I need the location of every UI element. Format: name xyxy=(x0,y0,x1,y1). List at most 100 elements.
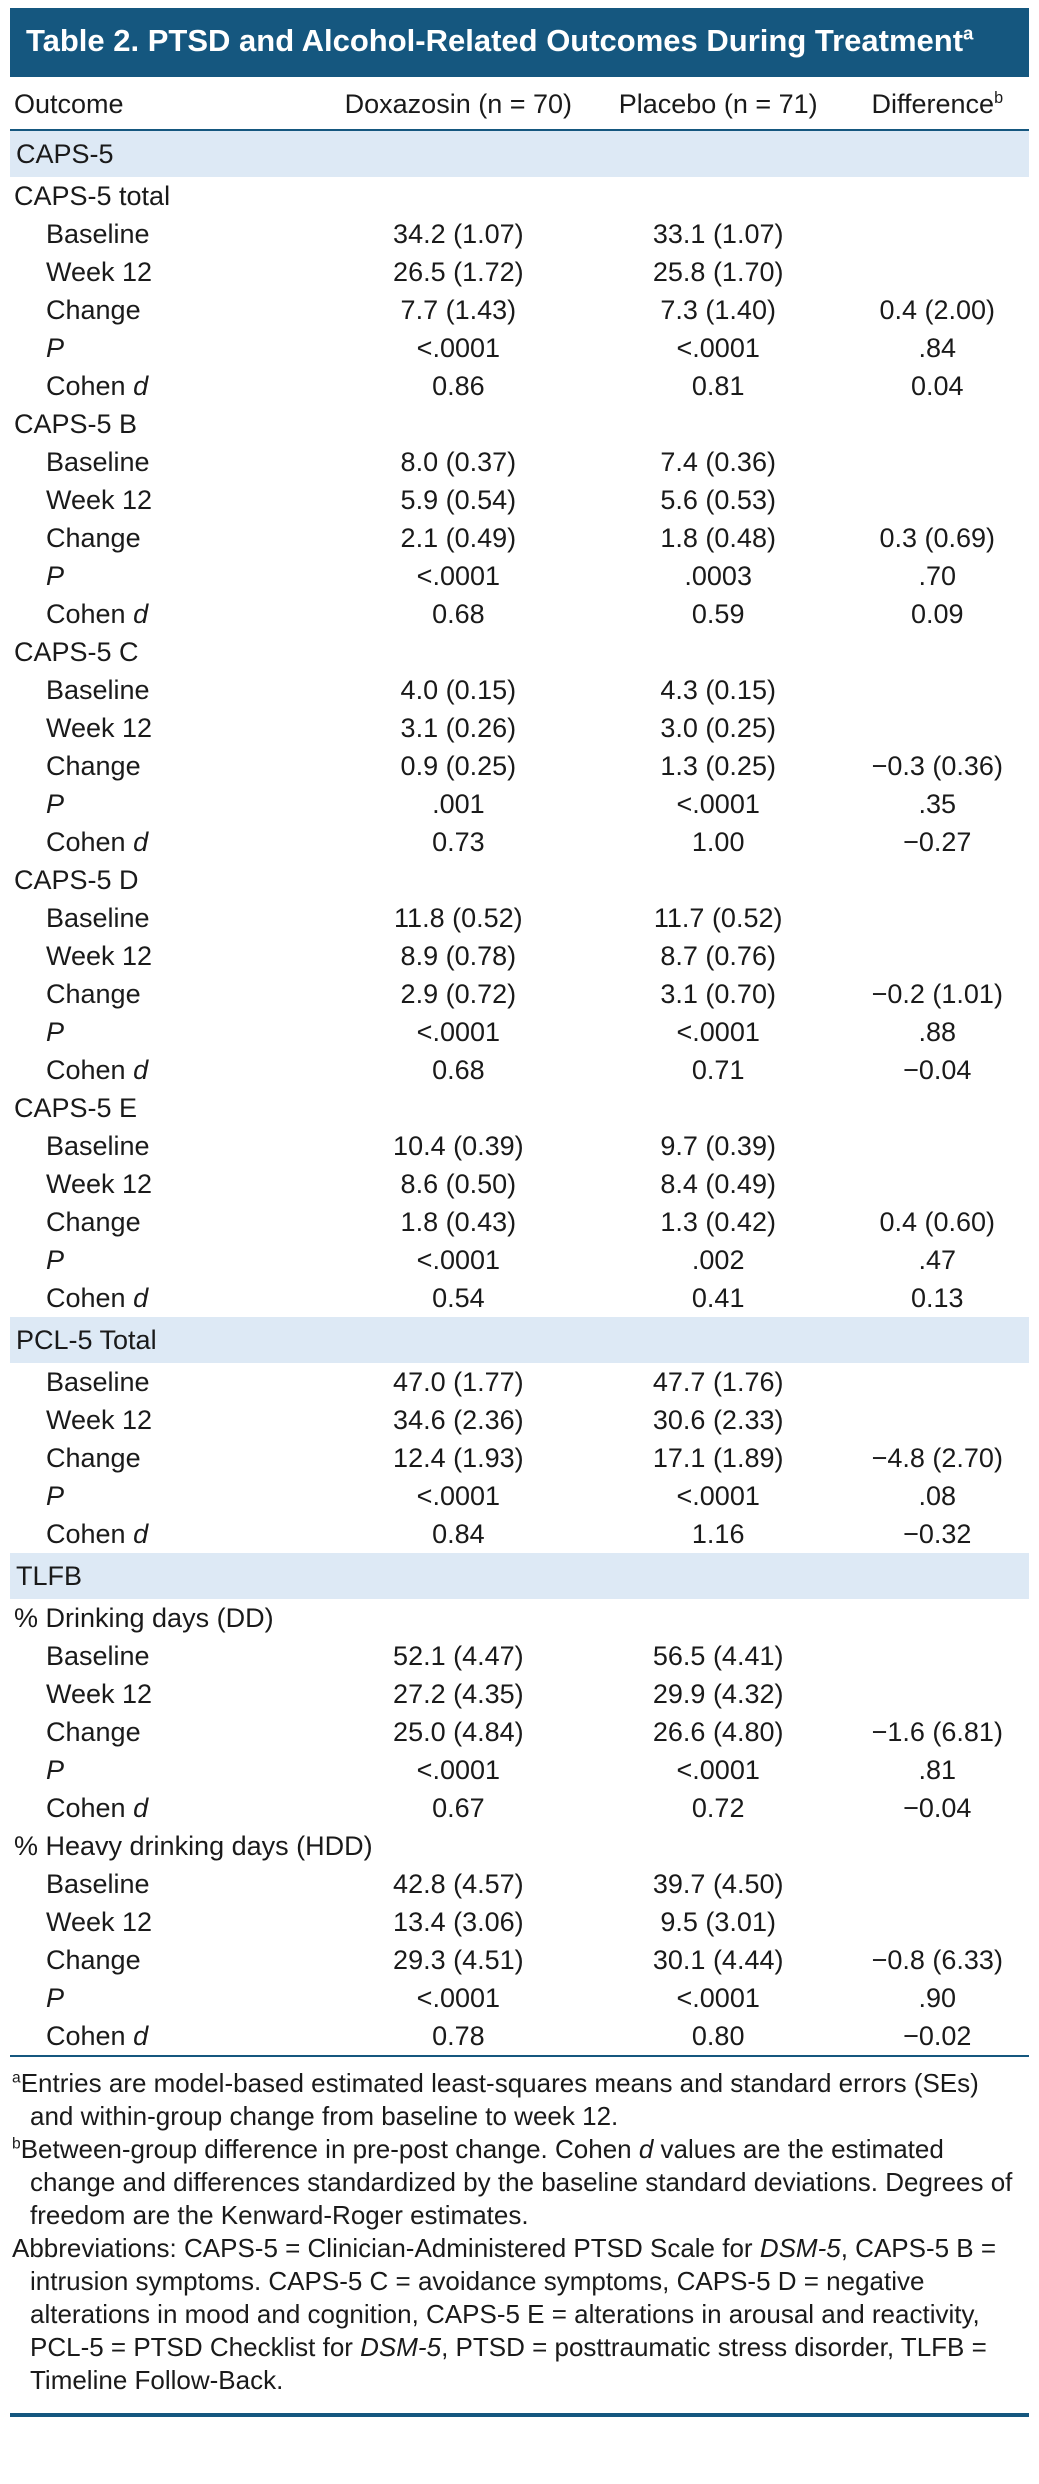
table-row: Change 2.9 (0.72) 3.1 (0.70) −0.2 (1.01) xyxy=(10,975,1029,1013)
table-row: Change 2.1 (0.49) 1.8 (0.48) 0.3 (0.69) xyxy=(10,519,1029,557)
placebo-value: <.0001 xyxy=(676,1016,760,1047)
doxazosin-value: 34.6 (2.36) xyxy=(393,1404,524,1435)
table-row: Week 12 5.9 (0.54) 5.6 (0.53) xyxy=(10,481,1029,519)
placebo-value: 7.4 (0.36) xyxy=(660,446,776,477)
doxazosin-value: 0.84 xyxy=(432,1518,485,1549)
difference-value xyxy=(846,1637,1029,1675)
table-row: Week 12 3.1 (0.26) 3.0 (0.25) xyxy=(10,709,1029,747)
group-label: % Drinking days (DD) xyxy=(14,1602,274,1633)
placebo-value: 0.81 xyxy=(691,370,745,401)
row-label-italic: d xyxy=(133,1518,149,1549)
table-row: P <.0001 <.0001 .84 xyxy=(10,329,1029,367)
table-row: P .001 <.0001 .35 xyxy=(10,785,1029,823)
row-label-italic: P xyxy=(46,1754,65,1785)
table-row: Cohen d 0.68 0.59 0.09 xyxy=(10,595,1029,633)
row-label: Week 12 xyxy=(46,1404,153,1435)
difference-value xyxy=(846,253,1029,291)
row-label: Cohen d xyxy=(46,1792,149,1823)
section-header-label: CAPS-5 xyxy=(10,129,1029,177)
placebo-value: <.0001 xyxy=(676,1982,760,2013)
difference-value: 0.3 (0.69) xyxy=(879,522,996,553)
row-label: Change xyxy=(46,294,141,325)
table-row: Cohen d 0.86 0.81 0.04 xyxy=(10,367,1029,405)
placebo-value: 29.9 (4.32) xyxy=(652,1678,784,1709)
doxazosin-value: <.0001 xyxy=(416,1754,501,1785)
row-label-italic: P xyxy=(46,1982,65,2013)
placebo-value: 30.1 (4.44) xyxy=(652,1944,784,1975)
difference-value xyxy=(846,1165,1029,1203)
placebo-value: 30.6 (2.33) xyxy=(652,1404,784,1435)
row-label: Baseline xyxy=(46,218,150,249)
col-header-difference: Differenceb xyxy=(845,76,1029,131)
footnote-text: , PTSD = posttraumatic stress disorder, … xyxy=(30,2331,987,2395)
group-label-row: % Heavy drinking days (HDD) xyxy=(10,1827,1029,1865)
doxazosin-value: 0.68 xyxy=(432,598,485,629)
row-label: Change xyxy=(46,1944,141,1975)
row-label: P xyxy=(10,1979,326,2017)
group-label-row: CAPS-5 total xyxy=(10,177,1029,215)
footnotes: aEntries are model-based estimated least… xyxy=(10,2054,1029,2417)
row-label: Cohen d xyxy=(46,1282,149,1313)
placebo-value: 17.1 (1.89) xyxy=(652,1442,784,1473)
difference-value: 0.04 xyxy=(911,370,964,401)
table-row: Baseline 8.0 (0.37) 7.4 (0.36) xyxy=(10,443,1029,481)
placebo-value: 9.7 (0.39) xyxy=(660,1130,776,1161)
doxazosin-value: 4.0 (0.15) xyxy=(400,674,517,705)
row-label: Cohen d xyxy=(46,598,149,629)
section-header-label: TLFB xyxy=(10,1552,1029,1599)
row-label: Week 12 xyxy=(46,1906,153,1937)
table-title-banner: Table 2. PTSD and Alcohol-Related Outcom… xyxy=(10,8,1029,77)
footnote-text: Abbreviations: CAPS-5 = Clinician-Admini… xyxy=(12,2232,760,2263)
placebo-value: 3.0 (0.25) xyxy=(660,712,776,743)
table-row: Week 12 13.4 (3.06) 9.5 (3.01) xyxy=(10,1903,1029,1941)
difference-value: 0.4 (2.00) xyxy=(879,294,996,325)
group-label: CAPS-5 C xyxy=(14,636,139,667)
placebo-value: .0003 xyxy=(684,560,752,591)
col-header-placebo: Placebo (n = 71) xyxy=(590,76,846,131)
doxazosin-value: 3.1 (0.26) xyxy=(400,712,517,743)
col-header-difference-label: Difference xyxy=(871,88,995,119)
footnote: aEntries are model-based estimated least… xyxy=(12,2067,1027,2133)
doxazosin-value: <.0001 xyxy=(416,1016,501,1047)
doxazosin-value: 11.8 (0.52) xyxy=(394,902,523,933)
table-row: Baseline 11.8 (0.52) 11.7 (0.52) xyxy=(10,899,1029,937)
table-title: Table 2. PTSD and Alcohol-Related Outcom… xyxy=(26,23,964,58)
placebo-value: 0.71 xyxy=(691,1054,745,1085)
row-label-italic: P xyxy=(46,1016,65,1047)
row-label: Change xyxy=(46,1206,141,1237)
difference-value: .88 xyxy=(918,1016,957,1047)
footnote-text-italic: DSM-5 xyxy=(759,2232,841,2263)
table-row: P <.0001 .002 .47 xyxy=(10,1241,1029,1279)
doxazosin-value: 0.54 xyxy=(432,1282,485,1313)
doxazosin-value: <.0001 xyxy=(416,560,501,591)
table-row: Cohen d 0.84 1.16 −0.32 xyxy=(10,1515,1029,1553)
row-label-italic: d xyxy=(133,598,149,629)
table-row: P <.0001 <.0001 .90 xyxy=(10,1979,1029,2017)
row-label-italic: d xyxy=(133,2020,149,2051)
difference-value xyxy=(846,899,1029,937)
table-row: P <.0001 <.0001 .88 xyxy=(10,1013,1029,1051)
row-label: Baseline xyxy=(46,1366,150,1397)
doxazosin-value: 8.0 (0.37) xyxy=(400,446,517,477)
footnote-text: , CAPS-5 B = intrusion symptoms. CAPS-5 … xyxy=(30,2232,997,2362)
footnote-text-italic: d xyxy=(638,2133,654,2164)
table-row: Week 12 34.6 (2.36) 30.6 (2.33) xyxy=(10,1401,1029,1439)
col-header-outcome: Outcome xyxy=(10,76,326,131)
difference-value xyxy=(846,671,1029,709)
doxazosin-value: 0.67 xyxy=(432,1792,485,1823)
row-label: P xyxy=(10,329,326,367)
row-label: Change xyxy=(46,978,141,1009)
difference-value: .81 xyxy=(918,1754,957,1785)
group-label-row: CAPS-5 C xyxy=(10,633,1029,671)
difference-value: −0.8 (6.33) xyxy=(871,1944,1003,1975)
placebo-value: 1.00 xyxy=(691,826,745,857)
table-head: Outcome Doxazosin (n = 70) Placebo (n = … xyxy=(10,76,1029,131)
row-label: Week 12 xyxy=(46,1168,153,1199)
difference-value: .08 xyxy=(918,1480,957,1511)
difference-value xyxy=(846,1363,1029,1401)
table-row: Cohen d 0.78 0.80 −0.02 xyxy=(10,2017,1029,2055)
table-row: Change 29.3 (4.51) 30.1 (4.44) −0.8 (6.33) xyxy=(10,1941,1029,1979)
doxazosin-value: .001 xyxy=(432,788,485,819)
placebo-value: 0.59 xyxy=(691,598,745,629)
doxazosin-value: 0.9 (0.25) xyxy=(400,750,517,781)
